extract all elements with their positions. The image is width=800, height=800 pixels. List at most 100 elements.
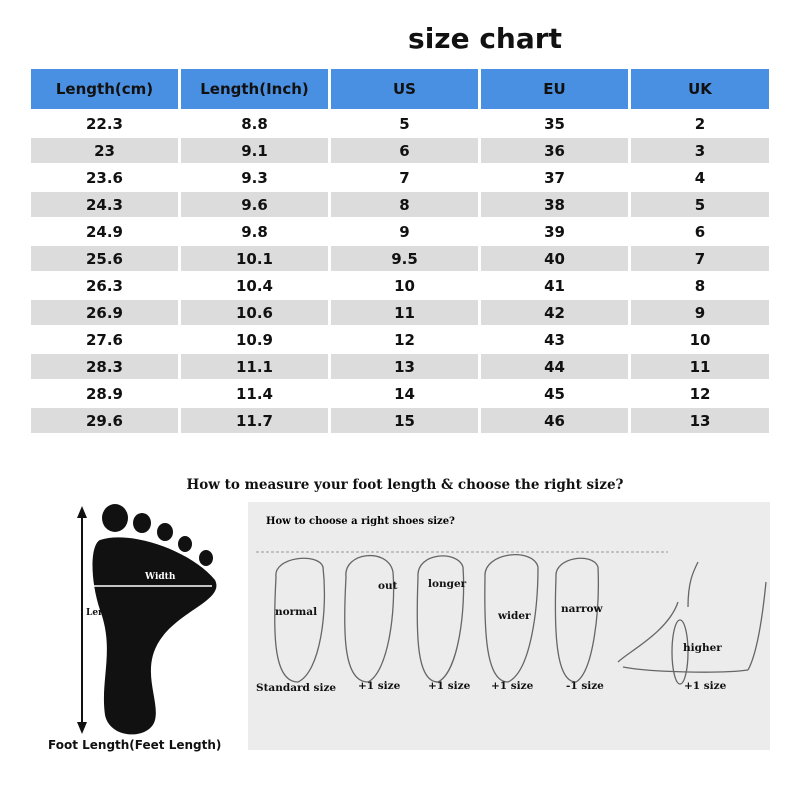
table-cell: 8	[331, 192, 478, 219]
table-cell: 2	[631, 111, 769, 138]
table-cell: 5	[331, 111, 478, 138]
foot-size-longer: +1 size	[428, 680, 471, 692]
length-label: Length	[86, 608, 122, 618]
table-cell: 23	[31, 138, 178, 165]
table-cell: 24.9	[31, 219, 178, 246]
table-cell: 45	[481, 381, 628, 408]
foot-size-out: +1 size	[358, 680, 401, 692]
table-cell: 28.3	[31, 354, 178, 381]
table-row: 28.3 11.1 13 44 11	[31, 354, 769, 381]
table-row: 24.9 9.8 9 39 6	[31, 219, 769, 246]
table-cell: 29.6	[31, 408, 178, 435]
table-cell: 8	[631, 273, 769, 300]
table-cell: 4	[631, 165, 769, 192]
table-cell: 13	[631, 408, 769, 435]
table-cell: 12	[631, 381, 769, 408]
column-header: EU	[481, 69, 628, 111]
table-cell: 6	[631, 219, 769, 246]
table-cell: 23.6	[31, 165, 178, 192]
table-cell: 10.6	[181, 300, 328, 327]
foot-label-higher: higher	[683, 642, 722, 654]
table-cell: 9.5	[331, 246, 478, 273]
table-cell: 8.8	[181, 111, 328, 138]
foot-length-diagram: Width Length	[40, 500, 245, 760]
foot-label-narrow: narrow	[561, 603, 603, 615]
column-header: Length(cm)	[31, 69, 178, 111]
column-header: Length(Inch)	[181, 69, 328, 111]
table-cell: 9.8	[181, 219, 328, 246]
foot-label-normal: normal	[275, 606, 318, 618]
column-header: US	[331, 69, 478, 111]
table-row: 27.6 10.9 12 43 10	[31, 327, 769, 354]
table-cell: 9	[331, 219, 478, 246]
table-cell: 38	[481, 192, 628, 219]
table-row: 24.3 9.6 8 38 5	[31, 192, 769, 219]
table-row: 29.6 11.7 15 46 13	[31, 408, 769, 435]
table-cell: 9.3	[181, 165, 328, 192]
table-cell: 9.1	[181, 138, 328, 165]
table-cell: 40	[481, 246, 628, 273]
foot-label-wider: wider	[498, 610, 531, 622]
foot-label-out: out	[378, 580, 398, 592]
table-cell: 11.7	[181, 408, 328, 435]
table-cell: 11	[331, 300, 478, 327]
table-cell: 10.4	[181, 273, 328, 300]
choose-size-panel: How to choose a right shoes size? normal…	[248, 502, 770, 750]
table-cell: 15	[331, 408, 478, 435]
size-table: Length(cm) Length(Inch) US EU UK 22.3 8.8 5 35 2…	[28, 69, 772, 435]
table-cell: 10.9	[181, 327, 328, 354]
column-header: UK	[631, 69, 769, 111]
foot-size-narrow: -1 size	[566, 680, 604, 692]
width-label: Width	[145, 572, 176, 582]
table-cell: 6	[331, 138, 478, 165]
table-cell: 44	[481, 354, 628, 381]
foot-size-higher: +1 size	[684, 680, 727, 692]
table-cell: 24.3	[31, 192, 178, 219]
table-cell: 27.6	[31, 327, 178, 354]
table-cell: 35	[481, 111, 628, 138]
table-cell: 5	[631, 192, 769, 219]
table-row: 22.3 8.8 5 35 2	[31, 111, 769, 138]
foot-length-caption: Foot Length(Feet Length)	[48, 738, 222, 752]
table-cell: 14	[331, 381, 478, 408]
foot-size-normal: Standard size	[256, 682, 337, 694]
table-cell: 13	[331, 354, 478, 381]
table-row: 23 9.1 6 36 3	[31, 138, 769, 165]
page-title: size chart	[408, 22, 562, 55]
table-cell: 3	[631, 138, 769, 165]
measure-title: How to measure your foot length & choose…	[186, 477, 624, 493]
table-cell: 37	[481, 165, 628, 192]
table-cell: 11.1	[181, 354, 328, 381]
foot-silhouette-icon	[77, 504, 217, 735]
choose-size-title: How to choose a right shoes size?	[266, 516, 455, 527]
table-row: 26.9 10.6 11 42 9	[31, 300, 769, 327]
table-cell: 42	[481, 300, 628, 327]
table-cell: 10	[631, 327, 769, 354]
table-cell: 36	[481, 138, 628, 165]
table-cell: 9	[631, 300, 769, 327]
table-cell: 22.3	[31, 111, 178, 138]
feet-outlines-icon	[256, 551, 767, 685]
table-header-row: Length(cm) Length(Inch) US EU UK	[31, 69, 769, 111]
table-cell: 12	[331, 327, 478, 354]
table-row: 28.9 11.4 14 45 12	[31, 381, 769, 408]
table-cell: 7	[331, 165, 478, 192]
foot-size-wider: +1 size	[491, 680, 534, 692]
table-cell: 7	[631, 246, 769, 273]
table-cell: 46	[481, 408, 628, 435]
foot-label-longer: longer	[428, 578, 467, 590]
table-cell: 28.9	[31, 381, 178, 408]
table-row: 25.6 10.1 9.5 40 7	[31, 246, 769, 273]
table-cell: 26.9	[31, 300, 178, 327]
table-cell: 10.1	[181, 246, 328, 273]
table-cell: 43	[481, 327, 628, 354]
table-row: 26.3 10.4 10 41 8	[31, 273, 769, 300]
table-cell: 9.6	[181, 192, 328, 219]
table-row: 23.6 9.3 7 37 4	[31, 165, 769, 192]
table-cell: 10	[331, 273, 478, 300]
table-cell: 11.4	[181, 381, 328, 408]
table-cell: 11	[631, 354, 769, 381]
table-cell: 25.6	[31, 246, 178, 273]
table-cell: 26.3	[31, 273, 178, 300]
table-cell: 39	[481, 219, 628, 246]
